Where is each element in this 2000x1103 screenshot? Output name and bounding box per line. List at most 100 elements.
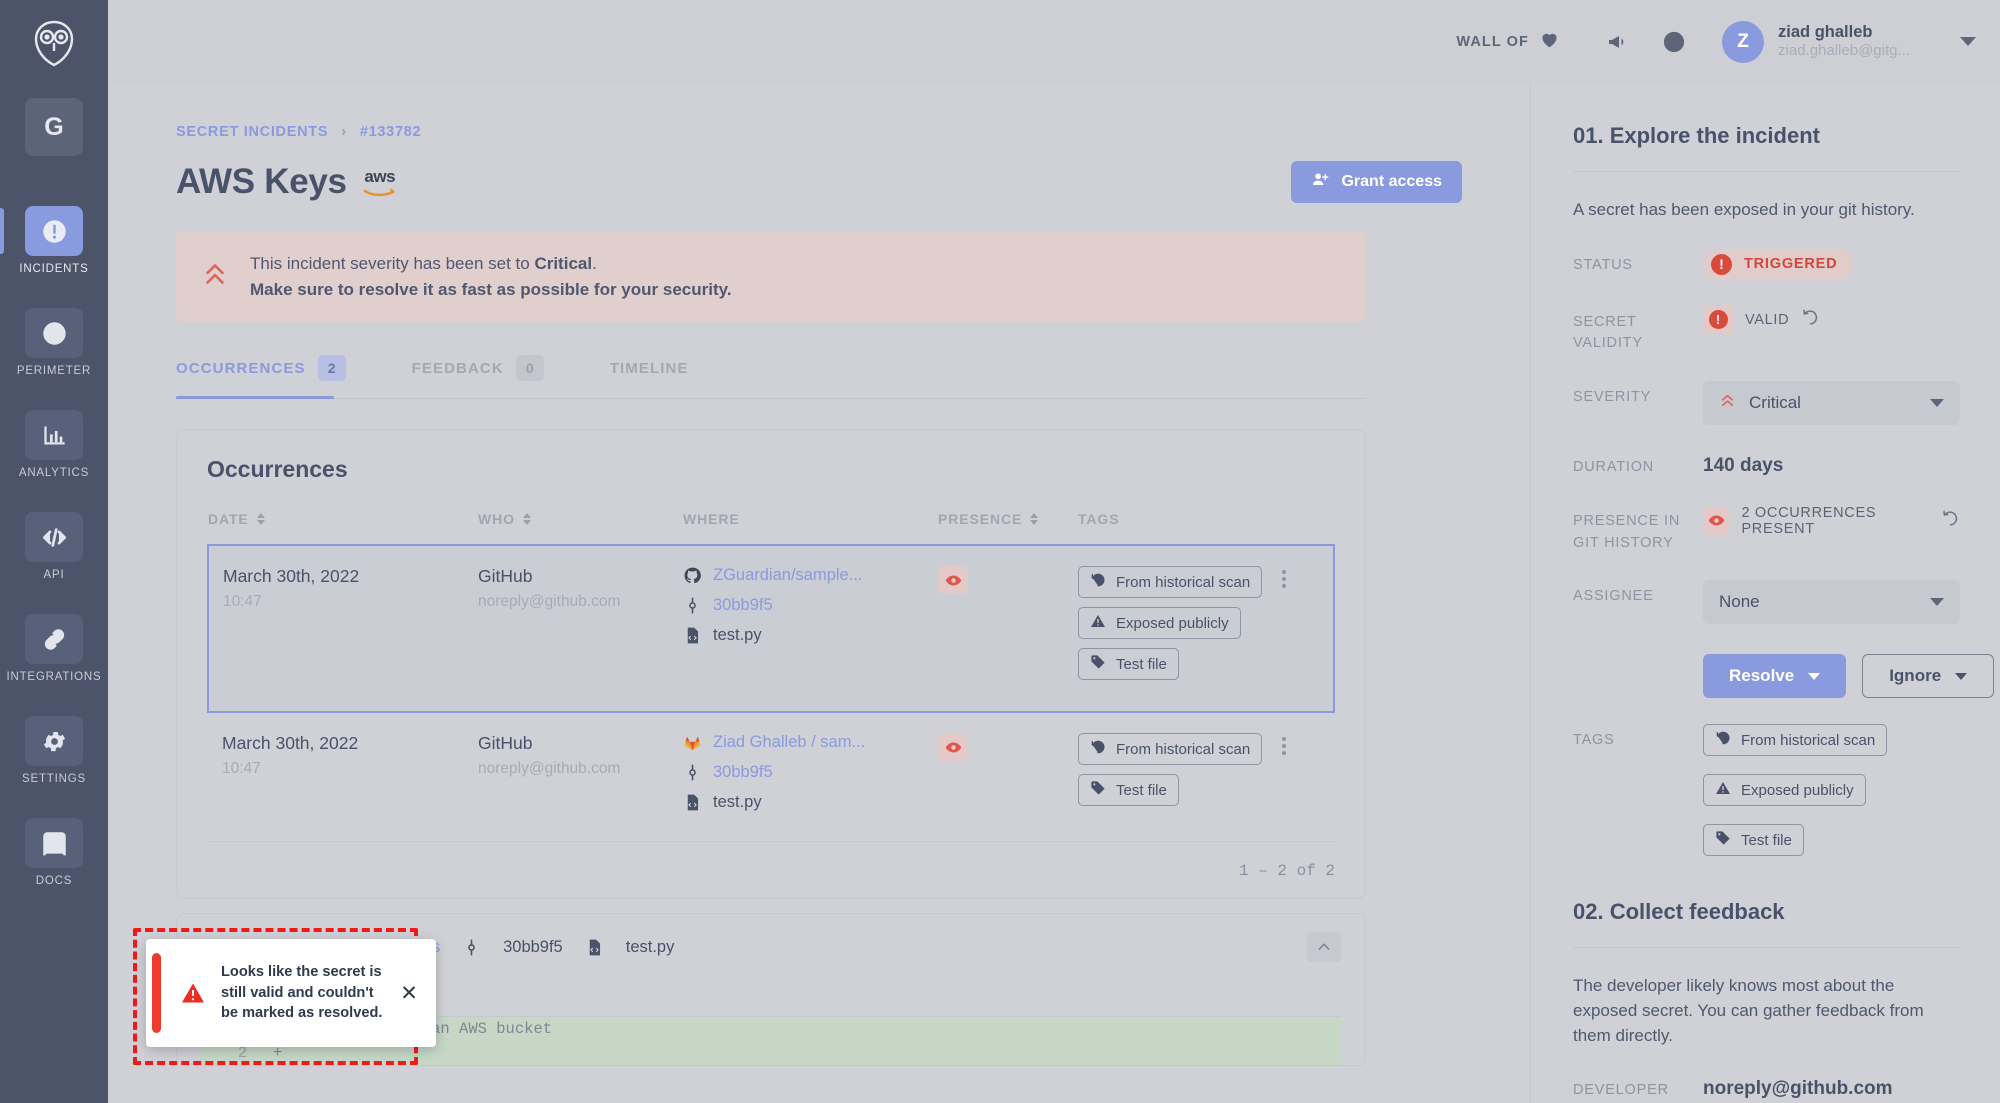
where-file-line: test.py [683, 793, 938, 812]
tag-chip[interactable]: Test file [1078, 648, 1179, 680]
tag-icon [1715, 830, 1731, 850]
eye-icon [1703, 506, 1730, 535]
tab-count: 2 [317, 355, 346, 381]
sidebar-item-incidents[interactable]: INCIDENTS [0, 206, 108, 275]
occurrence-date: March 30th, 2022 [222, 733, 359, 753]
where-repo-line[interactable]: ZGuardian/sample... [683, 566, 938, 585]
column-label: TAGS [1078, 511, 1120, 527]
row-menu-button[interactable] [1282, 566, 1287, 588]
tag-chip[interactable]: From historical scan [1703, 724, 1888, 757]
git-commit-icon [683, 763, 702, 782]
field-value: 2 OCCURRENCES PRESENT [1703, 505, 1960, 537]
tag-chip[interactable]: Test file [1078, 774, 1179, 806]
severity-banner-text: This incident severity has been set to C… [250, 251, 732, 302]
tab-occurrences[interactable]: OCCURRENCES 2 [176, 355, 352, 399]
cell-who: GitHub noreply@github.com [478, 544, 683, 713]
column-header-presence[interactable]: PRESENCE [938, 511, 1078, 545]
sidebar-item-label: DOCS [35, 875, 73, 887]
sidebar-item-label: INCIDENTS [19, 263, 89, 275]
org-badge[interactable]: G [25, 98, 83, 156]
occurrence-time: 10:47 [223, 593, 262, 610]
alert-circle-icon: ! [1703, 305, 1733, 334]
occurrence-who: GitHub [478, 733, 533, 753]
occurrence-who-email: noreply@github.com [478, 760, 621, 777]
sort-icon[interactable] [522, 513, 531, 525]
sidebar-item-perimeter[interactable]: PERIMETER [0, 308, 108, 377]
main-content: SECRET INCIDENTS › #133782 AWS Keys aws [108, 83, 1530, 1103]
sidebar-item-label: SETTINGS [22, 773, 86, 785]
tag-chip[interactable]: Test file [1703, 824, 1804, 857]
toast-accent-bar [152, 953, 161, 1033]
tab-label: TIMELINE [609, 359, 689, 377]
presence-label: 2 OCCURRENCES PRESENT [1741, 504, 1877, 537]
tab-timeline[interactable]: TIMELINE [610, 355, 695, 398]
tag-chip[interactable]: From historical scan [1078, 733, 1263, 765]
user-menu[interactable]: Z ziad ghalleb ziad.ghalleb@gitg... [1722, 20, 1910, 63]
chevron-up-icon[interactable] [1307, 932, 1341, 962]
tag-chip[interactable]: Exposed publicly [1703, 774, 1866, 807]
sort-icon[interactable] [256, 513, 265, 525]
row-menu-button[interactable] [1282, 733, 1287, 755]
sidebar-item-api[interactable]: API [0, 512, 108, 581]
assignee-select[interactable]: None [1703, 580, 1960, 625]
where-repo-line[interactable]: Ziad Ghalleb / sam... [683, 733, 938, 752]
detail-commit[interactable]: 30bb9f5 [503, 937, 563, 956]
occurrence-who: GitHub [478, 566, 533, 586]
ignore-button[interactable]: Ignore [1862, 654, 1995, 699]
body-area: SECRET INCIDENTS › #133782 AWS Keys aws [108, 83, 2000, 1103]
breadcrumb-separator: › [341, 123, 347, 140]
breadcrumb-current[interactable]: #133782 [359, 123, 422, 140]
sidebar-item-settings[interactable]: SETTINGS [0, 716, 108, 785]
section-description-feedback: The developer likely knows most about th… [1573, 976, 1924, 1045]
table-row[interactable]: March 30th, 2022 10:47 GitHub noreply@gi… [207, 544, 1335, 713]
warning-triangle-icon [1090, 613, 1106, 633]
column-header-date[interactable]: DATE [208, 511, 478, 545]
code-icon [25, 512, 83, 562]
breadcrumb: SECRET INCIDENTS › #133782 [176, 123, 1462, 140]
presence-row: 2 OCCURRENCES PRESENT [1703, 505, 1960, 537]
gear-icon [25, 716, 83, 766]
cell-presence [938, 544, 1078, 713]
refresh-icon[interactable] [1801, 308, 1820, 332]
megaphone-icon[interactable] [1595, 19, 1641, 65]
chevron-down-icon [1930, 598, 1944, 607]
where-commit-line[interactable]: 30bb9f5 [683, 596, 938, 615]
help-circle-icon[interactable] [1651, 19, 1697, 65]
occurrence-repo-link[interactable]: ZGuardian/sample... [713, 566, 863, 584]
chevron-down-icon [1930, 399, 1944, 408]
severity-banner-line2: Make sure to resolve it as fast as possi… [250, 279, 732, 299]
chevron-down-icon[interactable] [1960, 37, 1976, 46]
occurrence-commit-link[interactable]: 30bb9f5 [713, 596, 773, 614]
status-badge-label: TRIGGERED [1744, 256, 1838, 273]
occurrence-file: test.py [713, 626, 762, 644]
code-line-number: 2 [237, 1044, 247, 1062]
sidebar-item-label: PERIMETER [16, 365, 92, 377]
sidebar-item-analytics[interactable]: ANALYTICS [0, 410, 108, 479]
occurrence-commit-link[interactable]: 30bb9f5 [713, 763, 773, 781]
severity-select[interactable]: Critical [1703, 381, 1960, 426]
tab-count: 0 [515, 355, 544, 381]
resolve-button[interactable]: Resolve [1703, 654, 1847, 699]
section-title-explore: 01. Explore the incident [1573, 123, 1820, 148]
field-duration: DURATION 140 days [1573, 451, 1960, 479]
sidebar-item-integrations[interactable]: INTEGRATIONS [0, 614, 108, 683]
wall-of-link[interactable]: WALL OF [1456, 29, 1560, 54]
owl-logo-icon[interactable] [26, 16, 82, 72]
table-row[interactable]: March 30th, 2022 10:47 GitHub noreply@gi… [208, 712, 1334, 837]
tag-chip[interactable]: From historical scan [1078, 566, 1263, 598]
code-file-icon [683, 626, 702, 645]
tab-feedback[interactable]: FEEDBACK 0 [412, 355, 550, 398]
sidebar-item-docs[interactable]: DOCS [0, 818, 108, 887]
close-icon[interactable]: ✕ [400, 981, 418, 1005]
where-commit-line[interactable]: 30bb9f5 [683, 763, 938, 782]
tag-chip[interactable]: Exposed publicly [1078, 607, 1241, 639]
refresh-icon[interactable] [1941, 509, 1960, 533]
column-label: WHO [478, 511, 515, 527]
breadcrumb-parent[interactable]: SECRET INCIDENTS [176, 123, 329, 140]
incident-actions: Resolve Ignore [1703, 654, 1995, 699]
grant-access-button[interactable]: Grant access [1291, 161, 1462, 203]
column-header-who[interactable]: WHO [478, 511, 683, 545]
occurrences-card: Occurrences DATE WHO [176, 429, 1366, 899]
occurrence-repo-link[interactable]: Ziad Ghalleb / sam... [713, 733, 866, 751]
sort-icon[interactable] [1030, 513, 1039, 525]
